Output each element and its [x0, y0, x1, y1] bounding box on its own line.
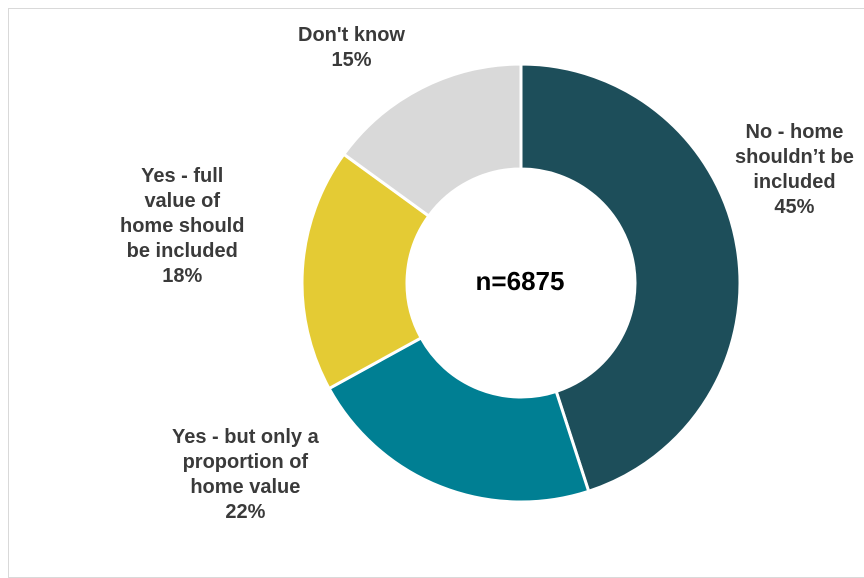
slice-pct: 45%: [774, 196, 815, 218]
slice-label-line: proportion of: [182, 451, 309, 473]
slice-dont-know: [341, 62, 523, 219]
slice-label-line: No - home: [745, 121, 844, 143]
slice-label-line: Yes - but only a: [172, 426, 319, 448]
donut-chart: [300, 62, 742, 504]
slice-label-full: Yes - full value of home should be inclu…: [120, 164, 244, 289]
slice-full: [300, 152, 431, 391]
slice-label-line: shouldn’t be: [735, 146, 854, 168]
slice-proportion: [327, 335, 591, 504]
slice-label-line: value of: [144, 190, 221, 212]
slice-label-line: Don't know: [298, 24, 405, 46]
slice-label-line: home should: [120, 215, 245, 237]
slice-pct: 22%: [225, 501, 266, 523]
slice-pct: 15%: [331, 49, 372, 71]
slice-label-line: be included: [126, 240, 238, 262]
slice-label-dont-know: Don't know 15%: [298, 23, 405, 73]
slice-pct: 18%: [162, 265, 203, 287]
slice-label-proportion: Yes - but only a proportion of home valu…: [172, 425, 319, 525]
slice-label-line: home value: [190, 476, 301, 498]
slice-no: [519, 62, 742, 494]
sample-size-label: n=6875: [475, 266, 565, 296]
slice-label-no: No - home shouldn’t be included 45%: [735, 120, 854, 220]
slice-label-line: Yes - full: [141, 165, 224, 187]
slice-label-line: included: [753, 171, 836, 193]
